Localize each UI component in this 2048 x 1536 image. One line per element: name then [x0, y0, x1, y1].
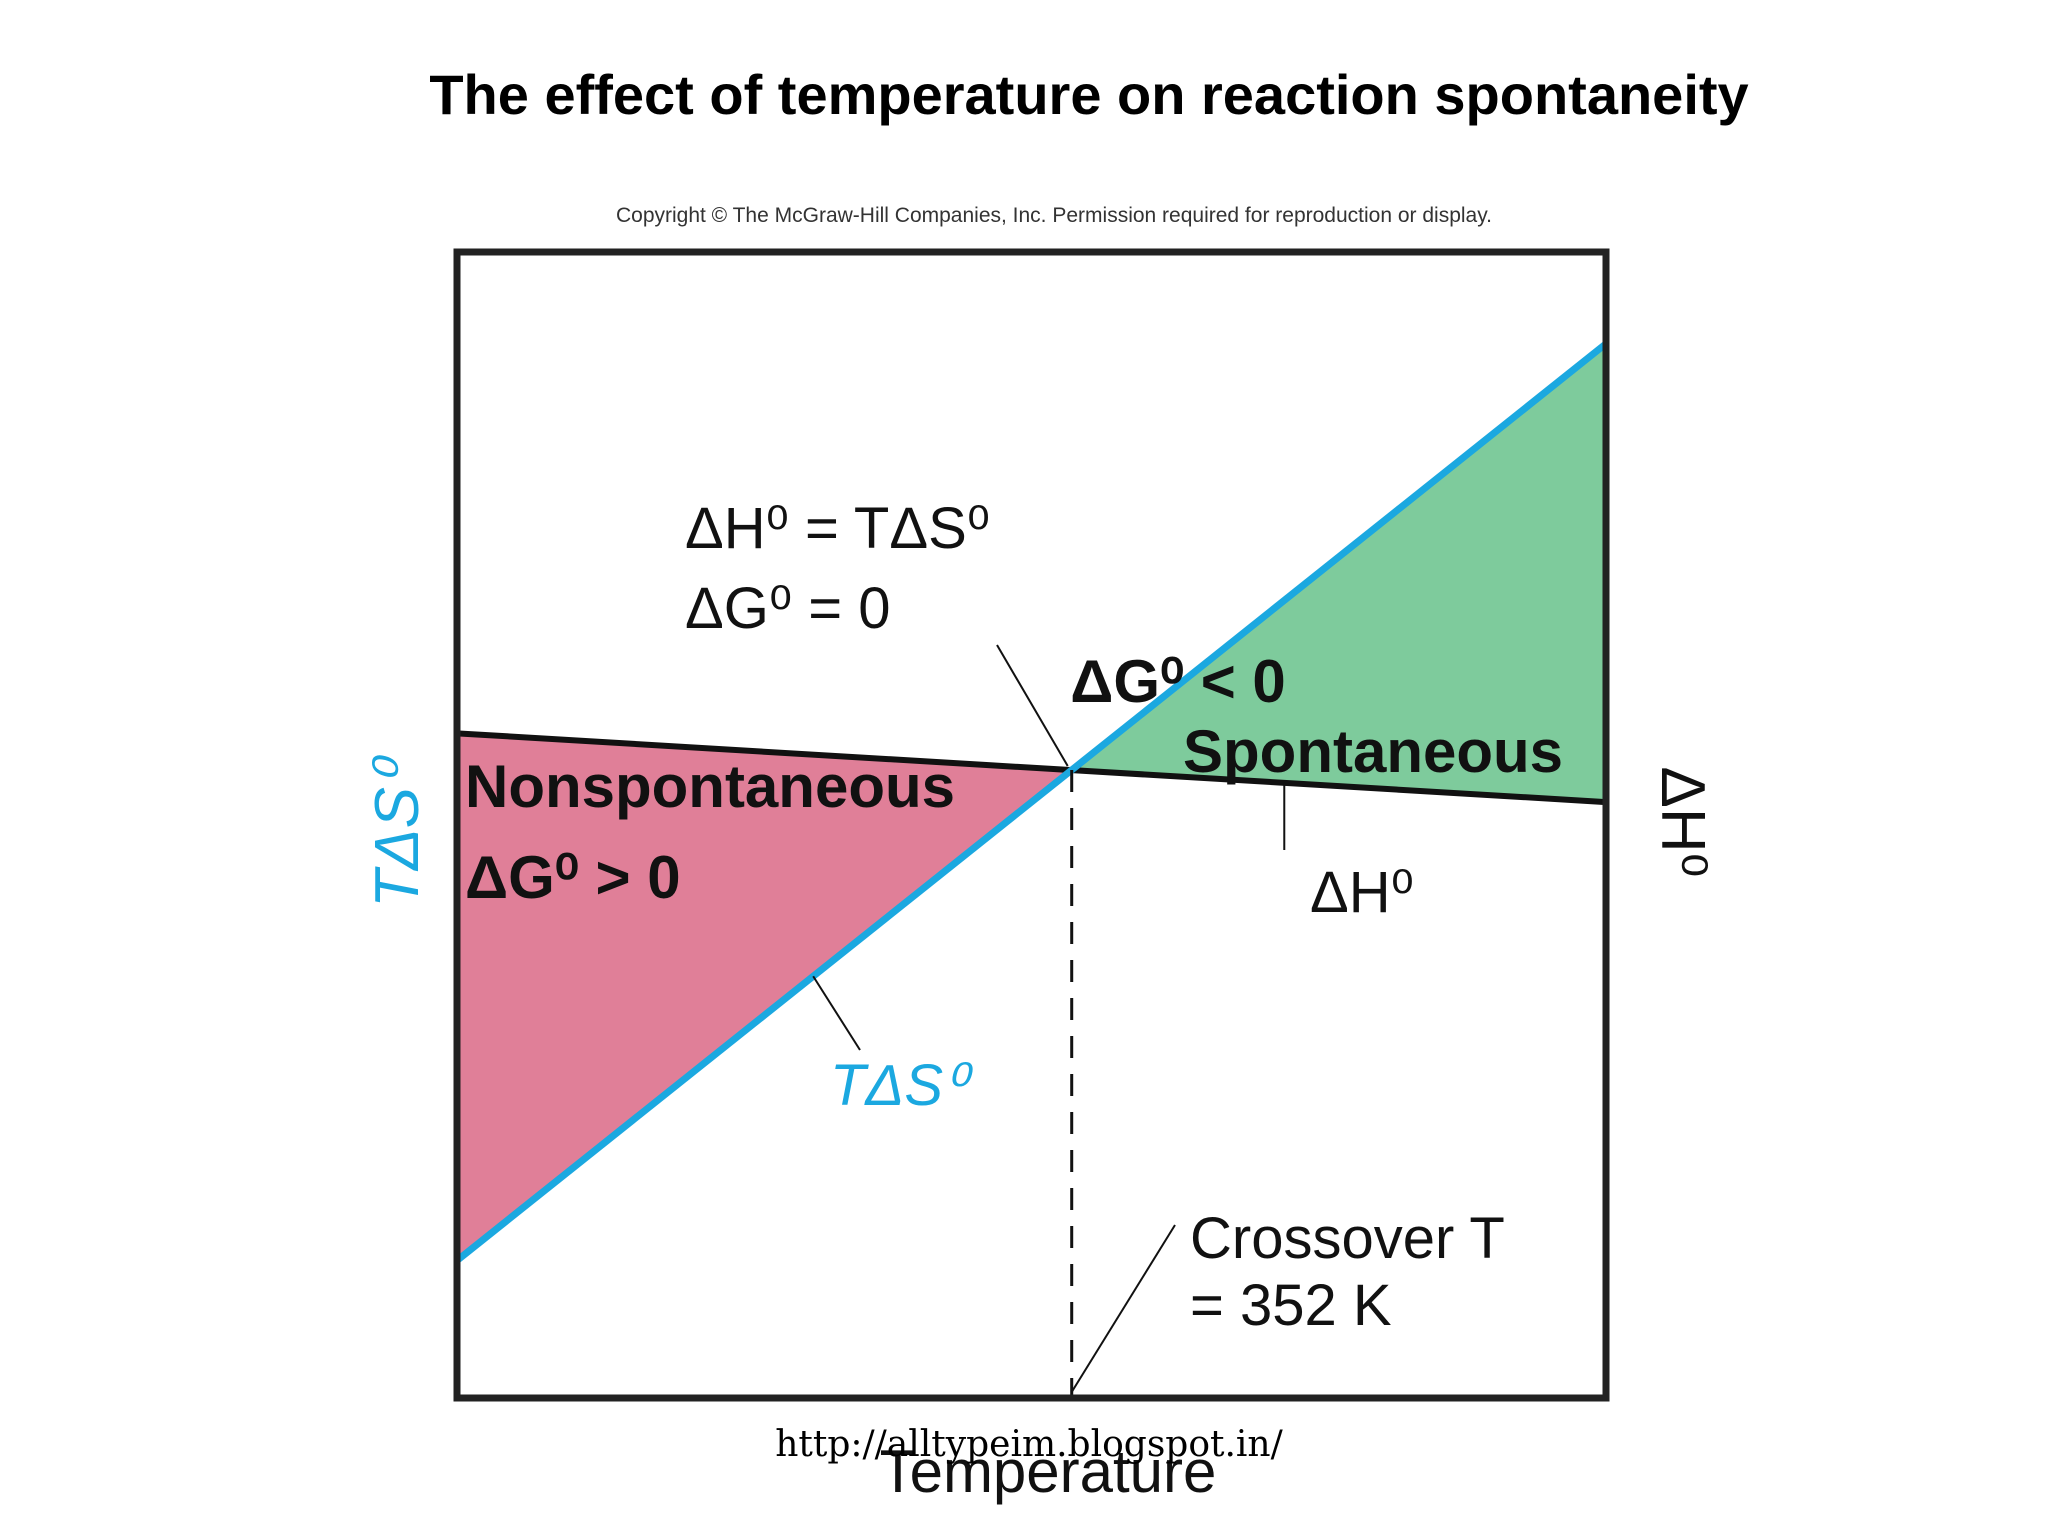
tds-leader-line	[812, 975, 861, 1051]
equality-label-line2: ΔG⁰ = 0	[685, 576, 890, 641]
plot-frame	[453, 248, 1610, 1402]
y-axis-label-left: TΔS⁰	[363, 754, 432, 908]
spontaneous-label-line1: ΔG⁰ < 0	[1070, 648, 1286, 715]
y-axis-label-right: ΔH⁰	[1648, 766, 1717, 877]
crossover-label-line2: = 352 K	[1190, 1273, 1392, 1338]
spontaneous-label-line2: Spontaneous	[1183, 718, 1563, 785]
copyright-notice: Copyright © The McGraw-Hill Companies, I…	[615, 204, 1493, 227]
spontaneous-region	[1071, 343, 1606, 803]
equality-leader-line	[996, 644, 1069, 767]
x-axis-label: Temperature	[880, 1438, 1217, 1505]
tds-line-label: TΔS⁰	[830, 1053, 974, 1118]
crossover-label-line1: Crossover T	[1190, 1206, 1505, 1271]
nonspontaneous-region	[457, 733, 1072, 1261]
dh-line-label: ΔH⁰	[1310, 860, 1414, 925]
tds-line	[454, 340, 1609, 1264]
watermark-url: http://alltypeim.blogspot.in/	[775, 1424, 1283, 1465]
equality-label-line1: ΔH⁰ = TΔS⁰	[685, 496, 990, 561]
nonspontaneous-label-line1: Nonspontaneous	[465, 753, 955, 820]
nonspontaneous-label-line2: ΔG⁰ > 0	[465, 844, 681, 911]
page-title: The effect of temperature on reaction sp…	[429, 63, 1749, 126]
crossover-leader-line	[1070, 1224, 1176, 1393]
dh-line	[456, 730, 1607, 806]
